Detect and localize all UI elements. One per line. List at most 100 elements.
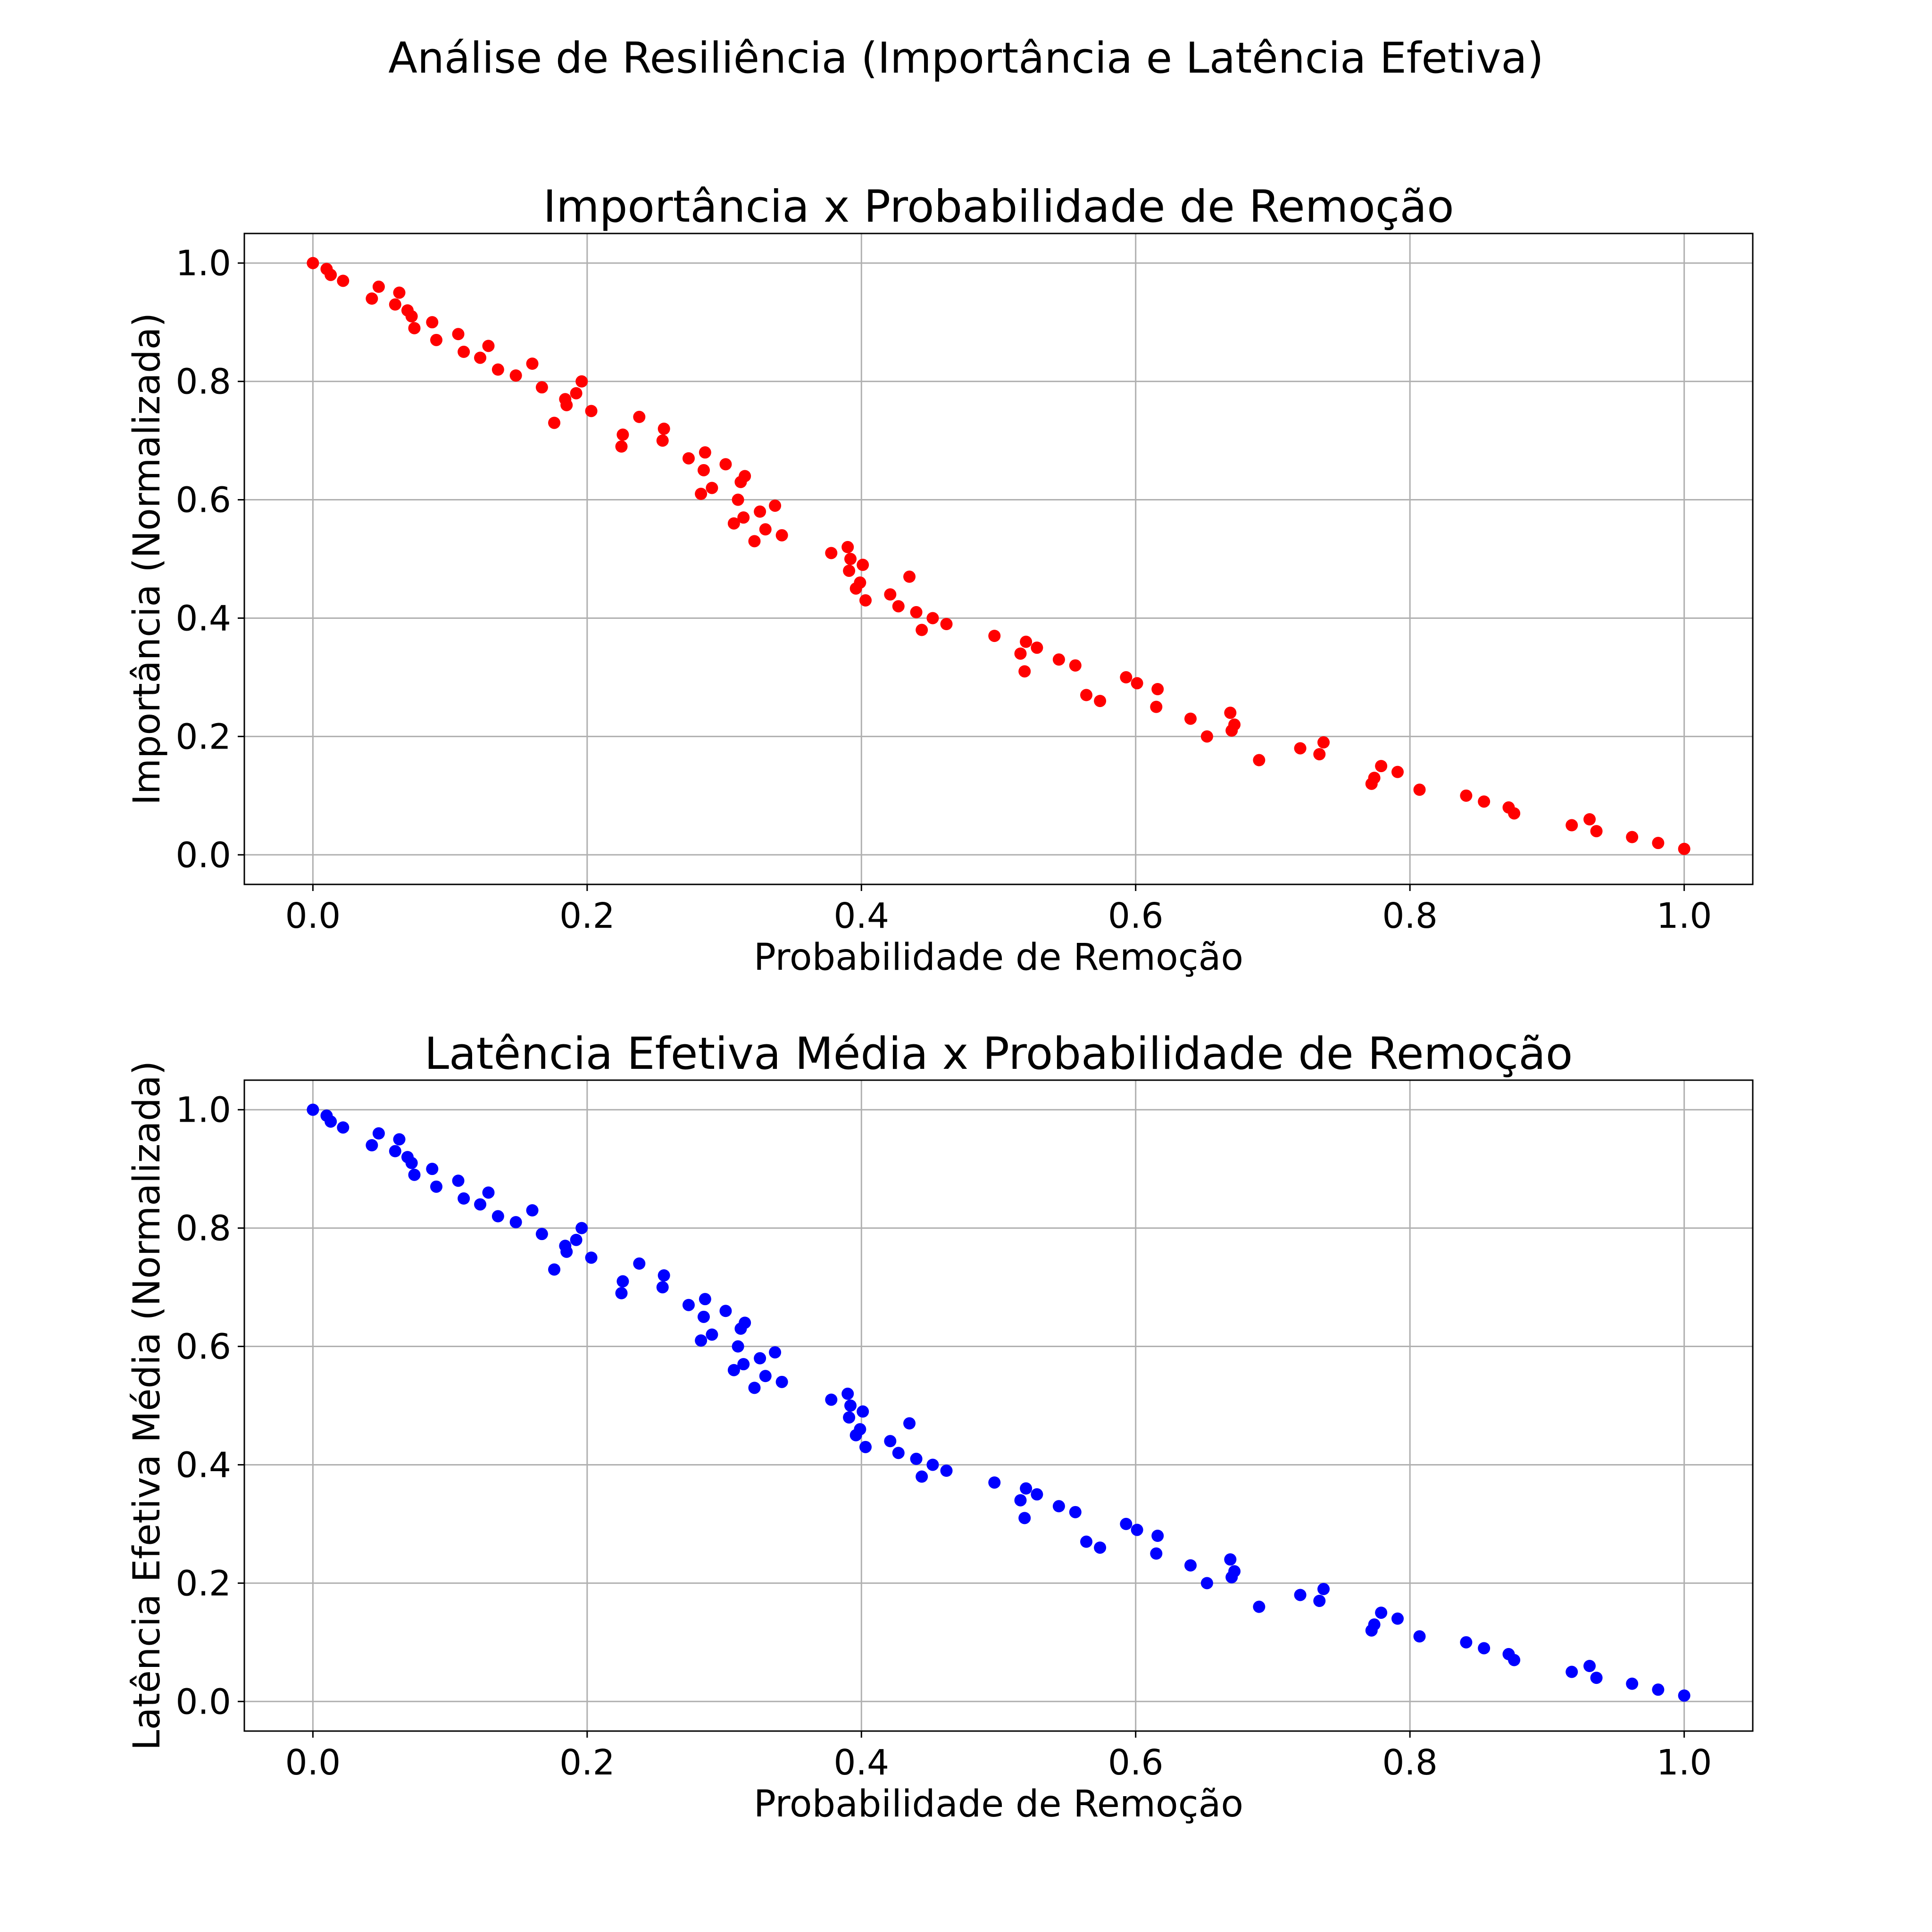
scatter-point <box>1031 1488 1043 1501</box>
scatter-point <box>737 1358 750 1371</box>
axes-frame <box>243 1079 1754 1732</box>
scatter-point <box>307 1103 319 1116</box>
scatter-point <box>458 345 470 358</box>
scatter-point <box>1184 712 1197 725</box>
scatter-point <box>1020 1482 1033 1495</box>
scatter-point <box>903 570 916 583</box>
y-tick-label: 0.6 <box>175 1327 231 1367</box>
scatter-point <box>940 618 953 630</box>
scatter-point <box>727 517 740 530</box>
scatter-point <box>426 316 439 329</box>
scatter-point <box>854 1423 866 1436</box>
scatter-point <box>1583 1660 1596 1672</box>
scatter-point <box>859 1441 872 1453</box>
scatter-point <box>695 1334 708 1347</box>
scatter-point <box>570 387 583 400</box>
x-tick-label: 0.8 <box>1382 896 1438 936</box>
scatter-point <box>1094 695 1107 708</box>
scatter-point <box>474 351 487 364</box>
scatter-point <box>1368 772 1381 784</box>
scatter-point <box>1391 766 1404 778</box>
y-tick-label: 0.8 <box>175 362 231 402</box>
axes-frame <box>243 233 1754 885</box>
scatter-point <box>1150 700 1163 713</box>
scatter-point <box>585 405 598 417</box>
scatter-point <box>1069 659 1082 672</box>
scatter-point <box>535 381 548 394</box>
scatter-point <box>988 1476 1001 1489</box>
scatter-point <box>1678 1689 1690 1702</box>
scatter-point <box>859 594 872 607</box>
subplot-title: Latência Efetiva Média x Probabilidade d… <box>425 1028 1573 1080</box>
x-axis-label: Probabilidade de Remoção <box>754 1783 1243 1825</box>
scatter-point <box>1313 748 1326 760</box>
y-tick-label: 0.2 <box>175 716 231 757</box>
gridlines <box>244 233 1753 884</box>
scatter-point <box>482 340 495 352</box>
scatter-point <box>389 1145 401 1158</box>
scatter-point <box>509 369 522 382</box>
scatter-points <box>307 257 1690 855</box>
scatter-point <box>372 280 385 293</box>
scatter-point <box>1583 813 1596 825</box>
scatter-point <box>739 1316 751 1329</box>
scatter-point <box>560 1245 573 1258</box>
scatter-point <box>754 505 766 518</box>
scatter-point <box>656 1281 669 1294</box>
scatter-point <box>1313 1595 1326 1607</box>
tick-marks: 0.0 0.2 0.4 0.6 0.8 1.0 0.0 0.2 0.4 0.6 0.8 1.0 <box>175 243 1712 936</box>
scatter-point <box>570 1233 583 1246</box>
y-tick-label: 0.0 <box>175 1682 231 1722</box>
y-axis-label: Importância (Normalizada) <box>126 313 168 805</box>
scatter-point <box>408 1168 421 1181</box>
scatter-point <box>325 268 337 281</box>
scatter-point <box>1224 707 1237 719</box>
scatter-point <box>1014 1494 1027 1507</box>
scatter-point <box>706 1328 718 1341</box>
scatter-point <box>337 275 350 287</box>
scatter-point <box>633 1257 646 1270</box>
scatter-point <box>366 1139 378 1151</box>
scatter-point <box>575 1222 588 1234</box>
scatter-point <box>452 1174 465 1187</box>
scatter-point <box>1014 647 1027 660</box>
scatter-point <box>737 511 750 524</box>
scatter-point <box>732 493 744 506</box>
scatter-point <box>393 1133 406 1146</box>
scatter-point <box>526 358 539 370</box>
scatter-point <box>656 434 669 447</box>
x-tick-label: 0.2 <box>559 1742 615 1783</box>
scatter-point <box>775 1375 788 1388</box>
scatter-point <box>389 298 401 311</box>
y-tick-label: 0.4 <box>175 1445 231 1485</box>
y-tick-label: 0.8 <box>175 1208 231 1249</box>
scatter-point <box>841 541 854 553</box>
y-axis-label: Latência Efetiva Média (Normalizada) <box>126 1061 168 1750</box>
y-tick-label: 0.4 <box>175 598 231 639</box>
scatter-point <box>759 523 772 536</box>
x-tick-label: 0.8 <box>1382 1742 1438 1783</box>
scatter-point <box>775 529 788 541</box>
scatter-point <box>699 446 711 459</box>
scatter-point <box>682 1299 695 1311</box>
x-tick-label: 0.2 <box>559 896 615 936</box>
scatter-point <box>491 363 504 376</box>
scatter-point <box>916 1470 928 1483</box>
y-tick-label: 0.0 <box>175 835 231 875</box>
subplot-latencia: Latência Efetiva Média x Probabilidade d… <box>126 1028 1754 1825</box>
subplot-importancia: Importância x Probabilidade de Remoção 0… <box>126 181 1754 979</box>
scatter-point <box>1131 677 1143 690</box>
scatter-point <box>727 1364 740 1376</box>
scatter-point <box>841 1387 854 1400</box>
scatter-point <box>1253 754 1266 766</box>
x-tick-label: 1.0 <box>1657 1742 1712 1783</box>
scatter-point <box>658 1269 670 1282</box>
scatter-point <box>491 1210 504 1223</box>
x-tick-label: 0.4 <box>833 1742 889 1783</box>
scatter-point <box>616 428 629 441</box>
scatter-point <box>1253 1600 1266 1613</box>
scatter-point <box>615 1287 628 1299</box>
scatter-point <box>719 1305 732 1317</box>
scatter-point <box>1151 1530 1164 1542</box>
